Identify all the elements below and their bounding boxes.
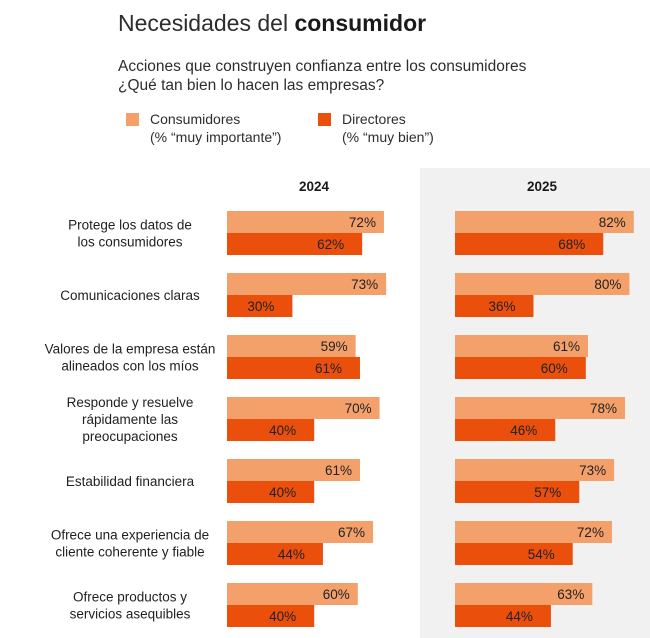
bar-directores-2024-5 [227, 481, 315, 503]
bar-consumidores-2025-5 [455, 459, 615, 481]
bar-directores-2024-2 [227, 295, 293, 317]
data-label-consumidores-2025-6: 72% [577, 525, 604, 540]
category-label-1-line-2: los consumidores [77, 235, 182, 250]
data-label-consumidores-2025-4: 78% [590, 401, 617, 416]
bar-directores-2025-1 [455, 233, 604, 255]
bar-directores-2024-1 [227, 233, 363, 255]
bar-consumidores-2024-3 [227, 335, 356, 357]
data-label-consumidores-2024-5: 61% [325, 463, 352, 478]
bar-directores-2024-6 [227, 543, 323, 565]
bar-consumidores-2025-4 [455, 397, 626, 419]
data-label-directores-2024-1: 62% [317, 237, 344, 252]
legend-name-directores: Directores [342, 111, 406, 127]
bar-directores-2024-4 [227, 419, 315, 441]
data-label-directores-2025-6: 54% [528, 547, 555, 562]
data-label-directores-2024-6: 44% [278, 547, 305, 562]
bar-directores-2025-6 [455, 543, 573, 565]
bar-directores-2025-2 [455, 295, 534, 317]
bar-directores-2025-7 [455, 605, 551, 627]
bar-directores-2025-3 [455, 357, 586, 379]
category-label-6-line-1: Ofrece una experiencia de [51, 528, 209, 543]
page-title: Necesidades del consumidor [118, 10, 426, 37]
title-bold: consumidor [294, 10, 427, 36]
bar-consumidores-2025-3 [455, 335, 588, 357]
bar-consumidores-2025-2 [455, 273, 630, 295]
category-label-7-line-1: Ofrece productos y [73, 590, 187, 605]
subtitle-line-1: Acciones que construyen confianza entre … [118, 58, 527, 75]
data-label-directores-2025-1: 68% [558, 237, 585, 252]
legend-detail-directores: (% “muy bien”) [342, 129, 434, 145]
data-label-directores-2025-3: 60% [541, 361, 568, 376]
bar-consumidores-2025-6 [455, 521, 612, 543]
bar-consumidores-2025-1 [455, 211, 634, 233]
data-label-directores-2025-7: 44% [506, 609, 533, 624]
data-label-directores-2025-2: 36% [488, 299, 515, 314]
category-label-4-line-2: rápidamente las [82, 412, 178, 427]
category-label-3-line-2: alineados con los míos [61, 359, 199, 374]
bar-consumidores-2024-7 [227, 583, 358, 605]
bar-consumidores-2024-2 [227, 273, 387, 295]
data-label-consumidores-2024-1: 72% [349, 215, 376, 230]
data-label-directores-2025-4: 46% [510, 423, 537, 438]
data-label-directores-2024-2: 30% [247, 299, 274, 314]
category-label-4-line-1: Responde y resuelve [67, 395, 194, 410]
data-label-consumidores-2025-1: 82% [599, 215, 626, 230]
data-label-consumidores-2025-2: 80% [594, 277, 621, 292]
category-label-4-line-3: preocupaciones [82, 429, 178, 444]
data-label-consumidores-2025-3: 61% [553, 339, 580, 354]
data-label-directores-2024-7: 40% [269, 609, 296, 624]
data-label-directores-2024-5: 40% [269, 485, 296, 500]
data-label-consumidores-2025-7: 63% [557, 587, 584, 602]
legend-swatch-consumidores [126, 113, 139, 126]
legend-detail-consumidores: (% “muy importante”) [150, 129, 282, 145]
subtitle-line-2: ¿Qué tan bien lo hacen las empresas? [118, 77, 385, 94]
bar-directores-2024-7 [227, 605, 315, 627]
data-label-consumidores-2025-5: 73% [579, 463, 606, 478]
panel-header-2024: 2024 [299, 179, 330, 194]
bar-consumidores-2024-4 [227, 397, 380, 419]
category-label-3-line-1: Valores de la empresa están [45, 342, 216, 357]
category-label-1-line-1: Protege los datos de [68, 218, 192, 233]
category-label-7-line-2: servicios asequibles [70, 607, 191, 622]
bar-consumidores-2025-7 [455, 583, 593, 605]
legend-consumidores: Consumidores (% “muy importante”) [126, 110, 281, 146]
category-label-6-line-2: cliente coherente y fiable [55, 545, 204, 560]
bar-directores-2025-5 [455, 481, 580, 503]
title-prefix: Necesidades del [118, 10, 295, 36]
bar-directores-2024-3 [227, 357, 360, 379]
data-label-directores-2024-4: 40% [269, 423, 296, 438]
legend-directores: Directores (% “muy bien”) [318, 110, 434, 146]
data-label-consumidores-2024-4: 70% [345, 401, 372, 416]
data-label-consumidores-2024-7: 60% [323, 587, 350, 602]
bar-consumidores-2024-6 [227, 521, 374, 543]
category-label-2-line-1: Comunicaciones claras [60, 288, 200, 303]
data-label-directores-2024-3: 61% [315, 361, 342, 376]
bar-directores-2025-4 [455, 419, 556, 441]
panel-header-2025: 2025 [527, 179, 558, 194]
data-label-directores-2025-5: 57% [534, 485, 561, 500]
legend-name-consumidores: Consumidores [150, 111, 241, 127]
bar-consumidores-2024-5 [227, 459, 360, 481]
bar-consumidores-2024-1 [227, 211, 384, 233]
data-label-consumidores-2024-2: 73% [351, 277, 378, 292]
legend-swatch-directores [318, 113, 331, 126]
data-label-consumidores-2024-6: 67% [338, 525, 365, 540]
data-label-consumidores-2024-3: 59% [321, 339, 348, 354]
category-label-5-line-1: Estabilidad financiera [66, 474, 195, 489]
